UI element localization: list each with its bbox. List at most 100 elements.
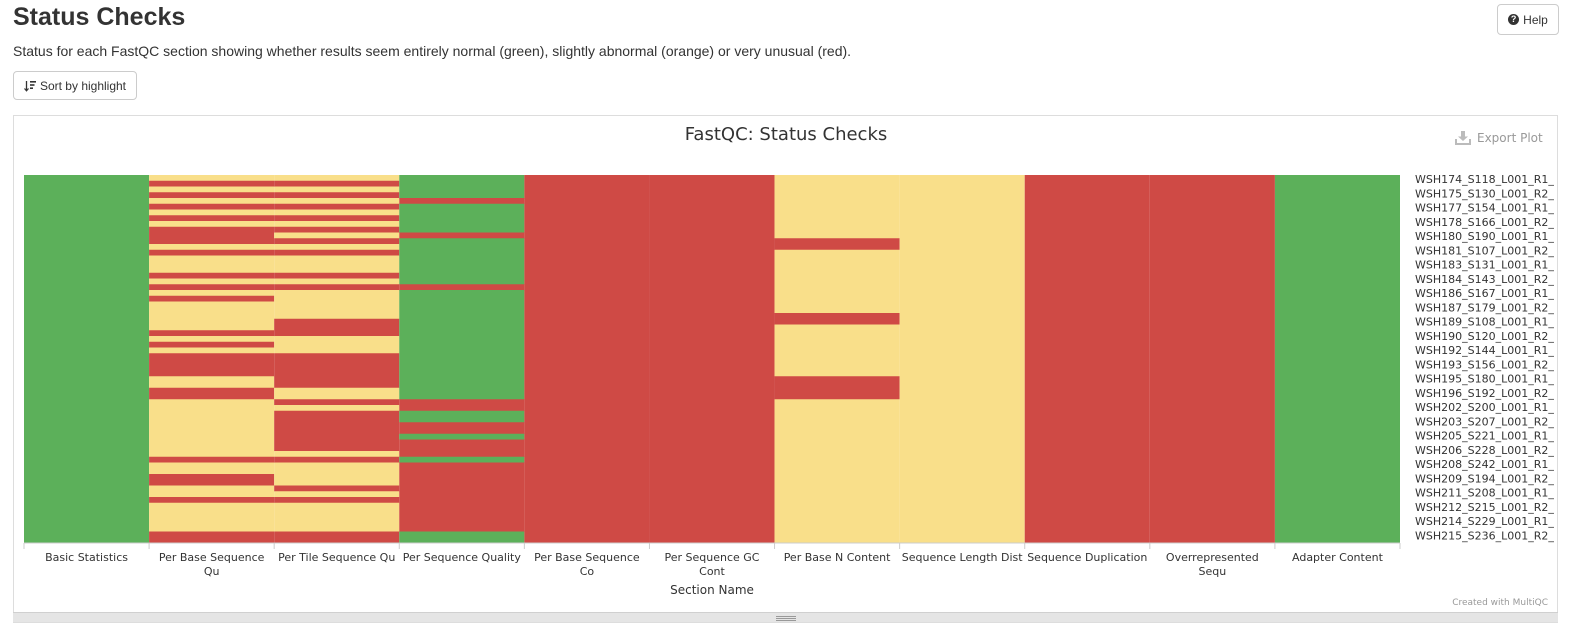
heatmap-cell[interactable] (274, 387, 400, 400)
heatmap-cell[interactable] (274, 284, 400, 291)
heatmap-cell[interactable] (274, 399, 400, 406)
heatmap-cell[interactable] (274, 255, 400, 274)
heatmap-cell[interactable] (274, 226, 400, 233)
heatmap-cell[interactable] (274, 209, 400, 216)
heatmap-cell[interactable] (149, 198, 275, 205)
plot-resize-handle[interactable] (13, 612, 1558, 622)
heatmap-cell[interactable] (149, 290, 275, 297)
heatmap-cell[interactable] (274, 232, 400, 239)
heatmap-cell[interactable] (149, 284, 275, 291)
heatmap-cell[interactable] (274, 180, 400, 187)
heatmap-cell[interactable] (149, 330, 275, 337)
heatmap-cell[interactable] (399, 232, 525, 239)
heatmap-cell[interactable] (149, 249, 275, 256)
heatmap-cell[interactable] (149, 295, 275, 302)
heatmap-cell[interactable] (1024, 175, 1150, 544)
heatmap-cell[interactable] (149, 347, 275, 354)
heatmap-cell[interactable] (274, 485, 400, 492)
heatmap-cell[interactable] (274, 238, 400, 245)
heatmap-cell[interactable] (774, 376, 900, 400)
heatmap-cell[interactable] (774, 175, 900, 239)
heatmap-cell[interactable] (149, 387, 275, 400)
heatmap-cell[interactable] (399, 410, 525, 423)
heatmap-cell[interactable] (274, 462, 400, 486)
heatmap-cell[interactable] (399, 456, 525, 463)
heatmap-cell[interactable] (274, 215, 400, 222)
heatmap-cell[interactable] (274, 502, 400, 532)
heatmap-cell[interactable] (149, 502, 275, 532)
heatmap-cell[interactable] (399, 439, 525, 458)
heatmap-cell[interactable] (399, 238, 525, 285)
export-plot-button[interactable]: Export Plot (1455, 128, 1543, 148)
heatmap-cell[interactable] (274, 491, 400, 498)
heatmap-cell[interactable] (149, 226, 275, 245)
heatmap-cell[interactable] (274, 410, 400, 452)
heatmap-cell[interactable] (149, 399, 275, 458)
heatmap-cell[interactable] (274, 203, 400, 210)
heatmap-cell[interactable] (149, 456, 275, 463)
heatmap-cell[interactable] (149, 485, 275, 498)
heatmap-cell[interactable] (149, 221, 275, 228)
heatmap-cell[interactable] (274, 318, 400, 337)
heatmap-cell[interactable] (149, 278, 275, 285)
heatmap-cell[interactable] (1149, 175, 1275, 544)
heatmap-cell[interactable] (274, 336, 400, 354)
heatmap-cell[interactable] (274, 451, 400, 458)
heatmap-cell[interactable] (274, 249, 400, 256)
heatmap-cell[interactable] (24, 175, 150, 544)
heatmap-cell[interactable] (149, 497, 275, 504)
heatmap-cell[interactable] (149, 203, 275, 210)
heatmap-cell[interactable] (274, 405, 400, 412)
heatmap-cell[interactable] (399, 198, 525, 205)
heatmap-cell[interactable] (774, 324, 900, 377)
heatmap-cell[interactable] (274, 186, 400, 193)
heatmap-cell[interactable] (399, 422, 525, 435)
heatmap-cell[interactable] (774, 238, 900, 251)
heatmap-cell[interactable] (149, 215, 275, 222)
heatmap-cell[interactable] (149, 180, 275, 187)
heatmap-cell[interactable] (274, 456, 400, 463)
heatmap-cell[interactable] (149, 301, 275, 331)
heatmap-cell[interactable] (399, 175, 525, 199)
heatmap-cell[interactable] (149, 272, 275, 279)
heatmap-cell[interactable] (149, 175, 275, 182)
heatmap-cell[interactable] (149, 255, 275, 274)
heatmap-cell[interactable] (899, 175, 1025, 544)
sort-by-highlight-button[interactable]: Sort by highlight (13, 71, 137, 100)
heatmap-cell[interactable] (149, 341, 275, 348)
heatmap-cell[interactable] (149, 192, 275, 199)
heatmap-cell[interactable] (149, 209, 275, 216)
heatmap-cell[interactable] (149, 244, 275, 251)
heatmap-cell[interactable] (399, 284, 525, 291)
heatmap-cell[interactable] (274, 497, 400, 504)
heatmap-cell[interactable] (274, 278, 400, 285)
heatmap-cell[interactable] (149, 474, 275, 486)
heatmap-cell[interactable] (399, 290, 525, 400)
heatmap-cell[interactable] (399, 531, 525, 544)
heatmap-cell[interactable] (149, 531, 275, 544)
heatmap-cell[interactable] (399, 433, 525, 440)
heatmap-cell[interactable] (274, 244, 400, 251)
heatmap-cell[interactable] (774, 399, 900, 544)
heatmap-cell[interactable] (274, 175, 400, 182)
heatmap-cell[interactable] (774, 313, 900, 325)
heatmap-cell[interactable] (274, 221, 400, 228)
heatmap-cell[interactable] (399, 399, 525, 412)
heatmap-cell[interactable] (274, 290, 400, 320)
heatmap-cell[interactable] (274, 198, 400, 205)
heatmap-cell[interactable] (149, 336, 275, 343)
heatmap-cell[interactable] (274, 531, 400, 544)
heatmap-cell[interactable] (274, 192, 400, 199)
heatmap-cell[interactable] (1274, 175, 1400, 544)
heatmap-cell[interactable] (274, 353, 400, 389)
heatmap-cell[interactable] (524, 175, 650, 544)
heatmap-cell[interactable] (774, 249, 900, 314)
heatmap-cell[interactable] (649, 175, 775, 544)
heatmap-cell[interactable] (399, 203, 525, 233)
help-button[interactable]: ? Help (1497, 4, 1559, 35)
heatmap-cell[interactable] (274, 272, 400, 279)
heatmap-cell[interactable] (149, 353, 275, 377)
heatmap-cell[interactable] (399, 462, 525, 532)
heatmap-cell[interactable] (149, 186, 275, 193)
heatmap-cell[interactable] (149, 376, 275, 389)
